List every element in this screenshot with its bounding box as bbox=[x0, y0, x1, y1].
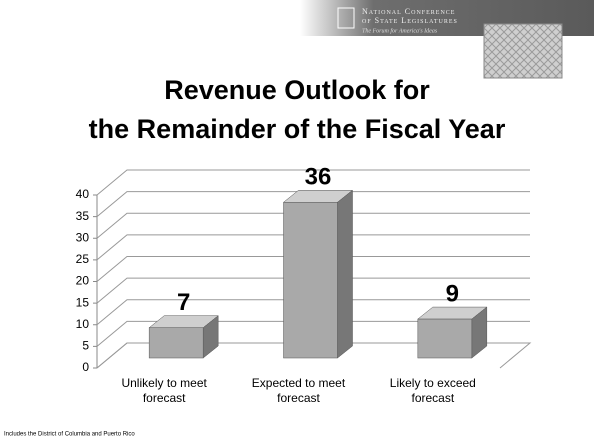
x-tick-label: Likely to exceed forecast bbox=[368, 376, 498, 406]
chart-title: Revenue Outlook for bbox=[164, 75, 430, 105]
tagline: The Forum for America's Ideas bbox=[362, 27, 438, 34]
x-tick-label: Unlikely to meet forecast bbox=[99, 376, 229, 406]
x-tick-label: Expected to meet forecast bbox=[234, 376, 364, 406]
bar bbox=[149, 328, 203, 358]
bar-side bbox=[338, 190, 353, 358]
y-tick-label: 15 bbox=[76, 295, 90, 309]
y-tick-label: 30 bbox=[76, 230, 90, 244]
bar bbox=[284, 202, 338, 358]
org-name: of State Legislatures bbox=[362, 16, 458, 25]
footnote: Includes the District of Columbia and Pu… bbox=[4, 432, 135, 438]
data-label: 7 bbox=[177, 289, 190, 316]
y-tick-label: 25 bbox=[76, 252, 90, 266]
data-label: 9 bbox=[446, 280, 459, 307]
bar bbox=[418, 319, 472, 358]
header-image bbox=[484, 24, 562, 78]
data-label: 36 bbox=[305, 164, 332, 191]
y-tick-label: 0 bbox=[82, 360, 89, 374]
y-tick-label: 35 bbox=[76, 209, 90, 223]
y-tick-label: 20 bbox=[76, 274, 90, 288]
y-tick-label: 5 bbox=[82, 339, 89, 353]
y-tick-label: 10 bbox=[76, 317, 90, 331]
chart-title: the Remainder of the Fiscal Year bbox=[89, 114, 506, 144]
y-tick-label: 40 bbox=[76, 187, 90, 201]
org-name: National Conference bbox=[362, 7, 455, 16]
slide: National Conference of State Legislature… bbox=[0, 0, 594, 447]
